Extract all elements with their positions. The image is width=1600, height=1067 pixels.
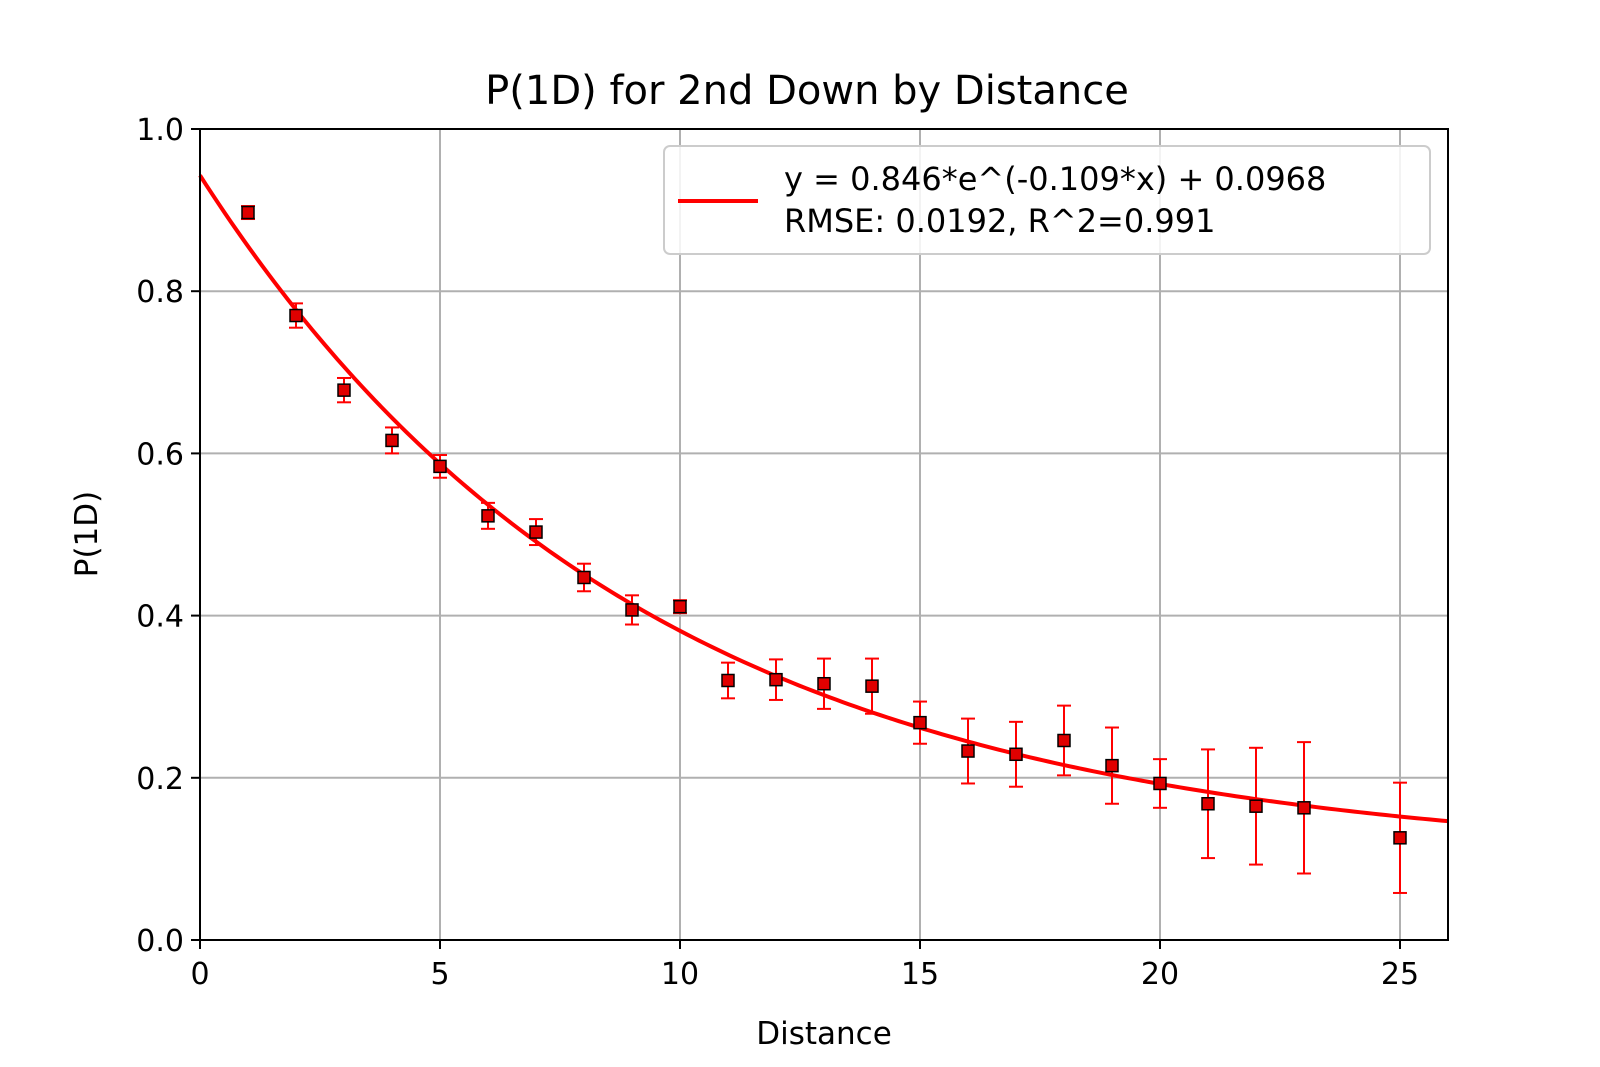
chart-title: P(1D) for 2nd Down by Distance: [485, 68, 1129, 114]
grid: [199, 128, 1448, 941]
y-tick-label: 0.4: [136, 600, 184, 635]
data-point: [1249, 799, 1263, 813]
data-point: [1201, 797, 1215, 811]
data-point: [1057, 733, 1071, 748]
data-point: [385, 433, 399, 448]
x-axis-label: Distance: [756, 1016, 892, 1052]
legend-entry-fit: y = 0.846*e^(-0.109*x) + 0.0968: [784, 160, 1326, 198]
data-point: [1393, 831, 1407, 845]
data-point: [433, 459, 447, 474]
data-point: [337, 383, 351, 397]
data-point: [1297, 801, 1311, 815]
data-point: [769, 672, 783, 687]
data-point: [241, 205, 255, 220]
x-tick-label: 0: [190, 957, 209, 992]
data-point: [289, 308, 303, 323]
data-point: [481, 509, 495, 523]
y-axis-label: P(1D): [69, 491, 105, 577]
data-point: [817, 676, 831, 691]
y-tick-label: 1.0: [136, 113, 184, 148]
x-tick-label: 20: [1141, 957, 1179, 992]
data-point: [721, 673, 735, 688]
legend: y = 0.846*e^(-0.109*x) + 0.0968 RMSE: 0.…: [663, 145, 1431, 255]
data-point: [529, 525, 543, 539]
x-tick-label: 15: [901, 957, 939, 992]
y-tick-label: 0.0: [136, 924, 184, 959]
data-point: [577, 570, 591, 585]
data-point: [1009, 747, 1023, 762]
y-tick-label: 0.8: [136, 275, 184, 310]
y-tick-label: 0.6: [136, 437, 184, 472]
x-tick-label: 10: [661, 957, 699, 992]
legend-box: [663, 145, 1431, 255]
data-points-layer: [241, 205, 1407, 894]
data-point: [1105, 758, 1119, 773]
data-point: [1153, 776, 1167, 791]
data-point: [673, 599, 687, 614]
plot-frame: [199, 128, 1449, 941]
y-tick-label: 0.2: [136, 762, 184, 797]
data-point: [913, 715, 927, 730]
x-tick-label: 25: [1381, 957, 1419, 992]
data-point: [865, 679, 879, 693]
axis-ticks: 0 5 10 15 20 25 0.0 0.2 0.4 0.6 0.8 1.0: [136, 113, 1419, 992]
legend-entry-stats: RMSE: 0.0192, R^2=0.991: [784, 202, 1215, 240]
data-point: [625, 603, 639, 617]
data-point: [961, 744, 975, 758]
x-tick-label: 5: [430, 957, 449, 992]
